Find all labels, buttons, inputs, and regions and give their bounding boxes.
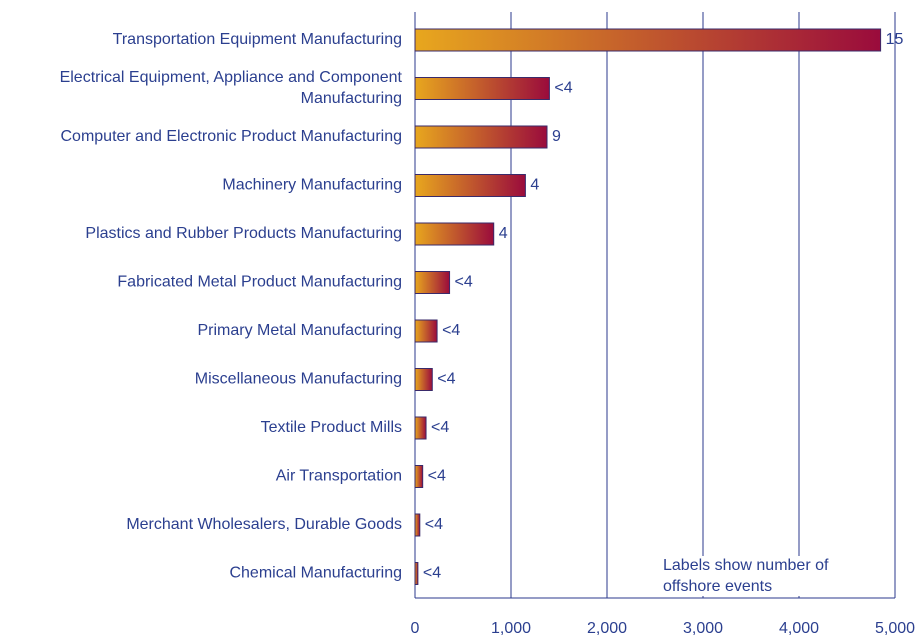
x-tick-label: 5,000 [875,620,915,637]
event-label: <4 [554,80,572,97]
bar [414,222,495,246]
event-label: <4 [423,565,441,582]
y-tick-label-line: Manufacturing [301,90,402,107]
event-label: <4 [431,419,449,436]
bar [414,465,424,488]
annotation: offshore events [663,578,772,595]
y-tick-label-line: Electrical Equipment, Appliance and Comp… [60,69,403,86]
y-tick-label: Air Transportation [276,468,402,485]
y-tick-label: Electrical Equipment, Appliance and Comp… [60,69,403,107]
y-tick-label: Computer and Electronic Product Manufact… [60,128,402,145]
annotation: Labels show number of [663,557,829,574]
x-tick-label: 0 [411,620,420,637]
y-tick-label: Chemical Manufacturing [229,565,402,582]
y-tick-label: Transportation Equipment Manufacturing [113,31,402,48]
y-tick-label: Fabricated Metal Product Manufacturing [117,274,402,291]
bar [414,271,451,294]
y-tick-label: Merchant Wholesalers, Durable Goods [126,516,402,533]
y-tick-label: Plastics and Rubber Products Manufacturi… [85,225,402,242]
bar [414,319,438,343]
event-label: <4 [455,274,473,291]
x-tick-label: 3,000 [683,620,723,637]
x-tick-label: 2,000 [587,620,627,637]
bar [414,77,550,100]
bar [414,174,526,197]
bar [414,368,433,391]
event-label: <4 [428,468,446,485]
bar [414,28,882,52]
annotation-bg [655,556,893,596]
bar [414,125,548,149]
bar [414,562,419,585]
bar [414,513,421,537]
y-tick-label: Machinery Manufacturing [222,177,402,194]
event-label: 4 [499,225,508,242]
event-label: 4 [530,177,539,194]
y-tick-label: Textile Product Mills [261,419,402,436]
x-tick-label: 1,000 [491,620,531,637]
x-tick-label: 4,000 [779,620,819,637]
event-label: <4 [442,322,460,339]
event-label: <4 [437,371,455,388]
event-label: 9 [552,128,561,145]
event-label: <4 [425,516,443,533]
y-tick-label: Miscellaneous Manufacturing [195,371,402,388]
bar [414,416,427,440]
y-tick-label: Primary Metal Manufacturing [197,322,402,339]
event-label: 15 [886,31,904,48]
